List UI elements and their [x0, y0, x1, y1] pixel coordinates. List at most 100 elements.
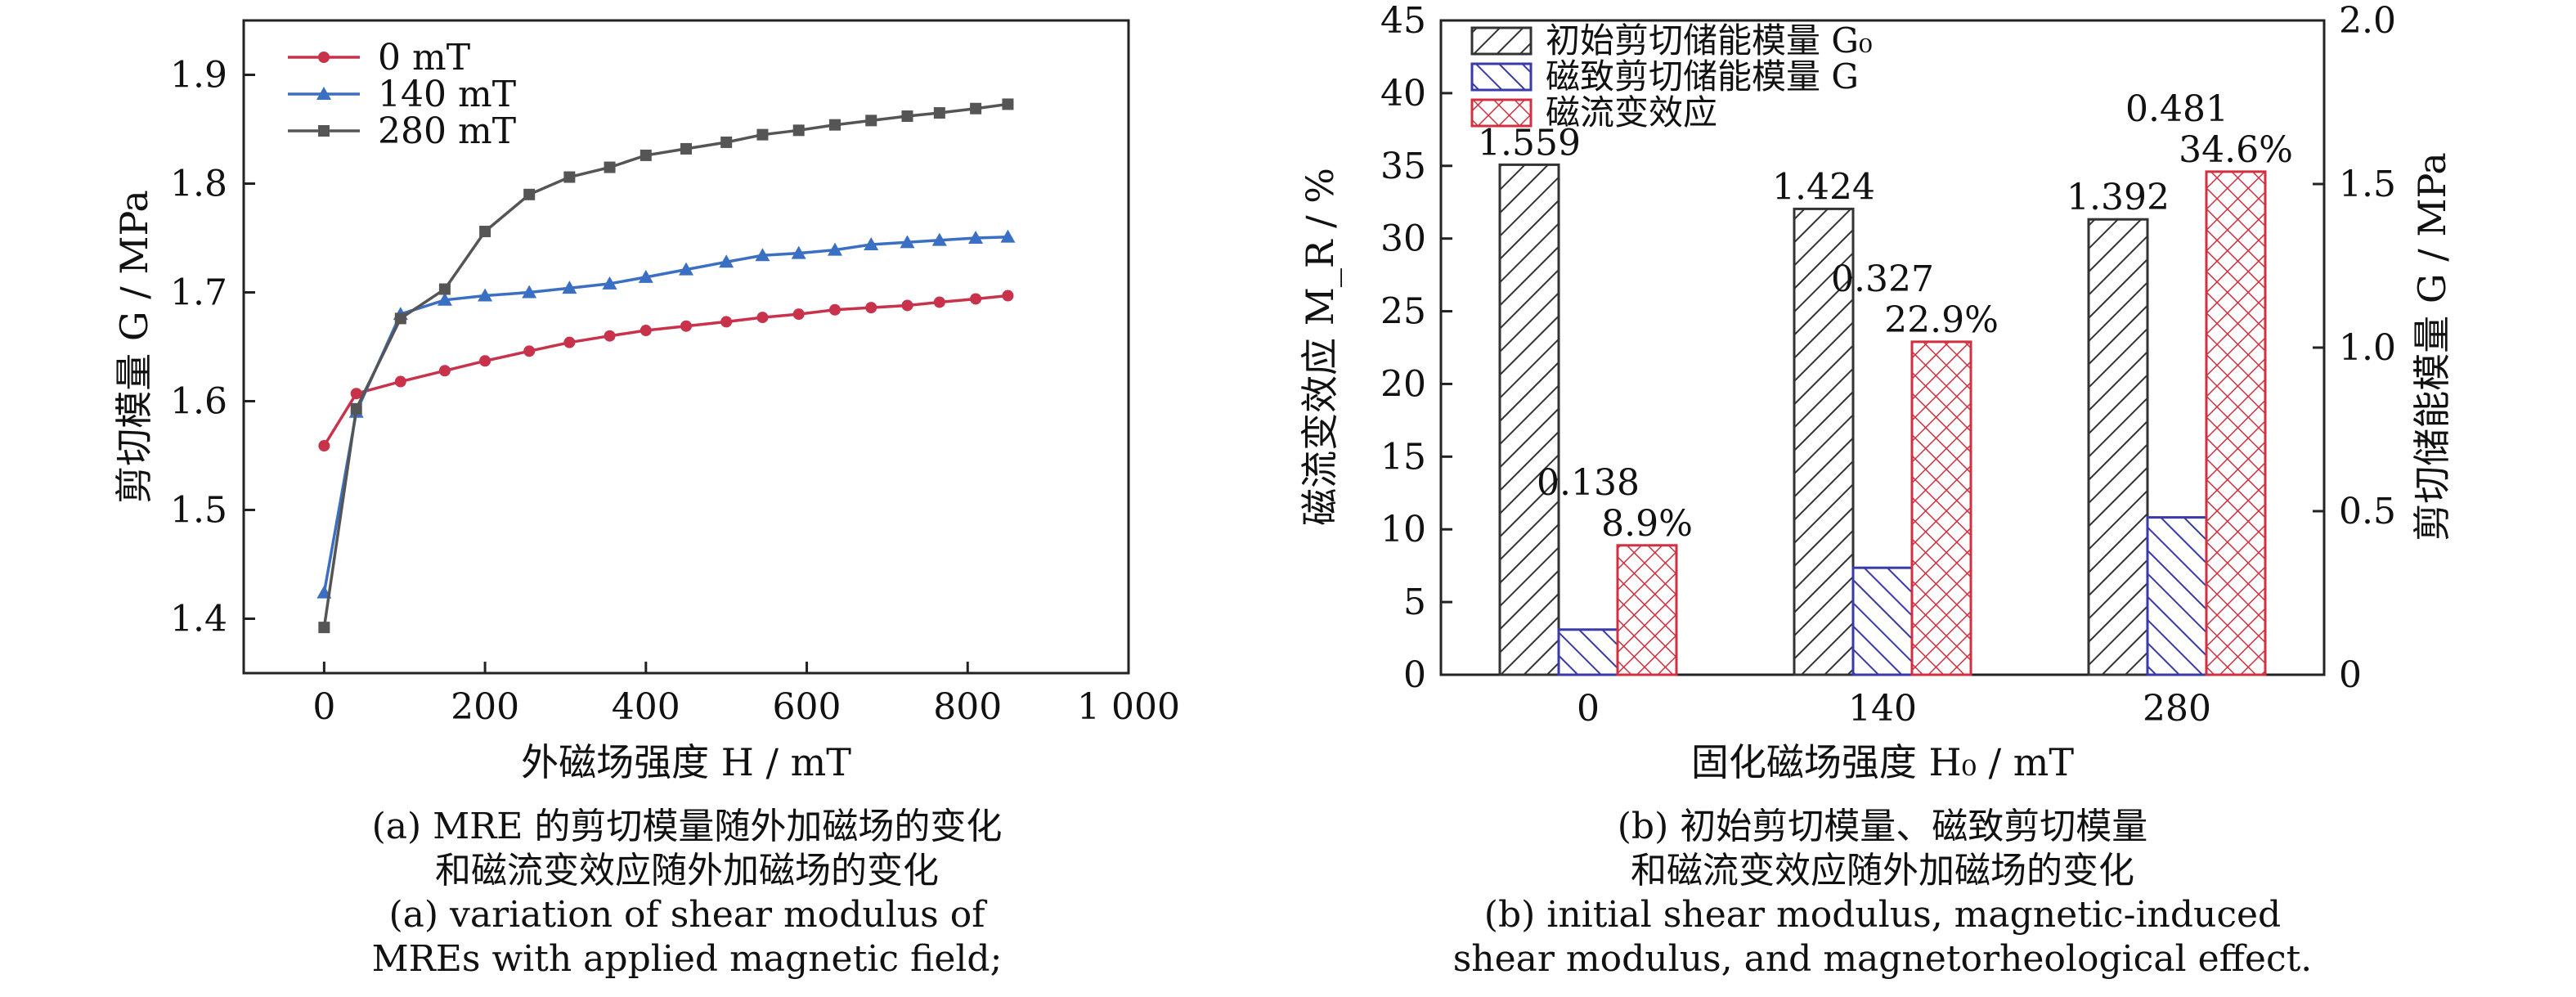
data-point-2	[523, 188, 536, 200]
legend-marker-0	[318, 52, 330, 63]
x-tick-label-a: 0	[312, 686, 335, 728]
y-tick-label-left-b: 30	[1380, 218, 1426, 260]
data-point-1	[478, 288, 493, 302]
x-tick-label-a: 200	[451, 686, 519, 728]
x-tick-label-b: 140	[1848, 688, 1917, 730]
caption-a-line: 和磁流变效应随外加磁场的变化	[435, 850, 939, 891]
data-point-1	[931, 232, 947, 246]
y-tick-label-right-b: 1.0	[2339, 327, 2396, 369]
legend-label-1: 140 mT	[378, 74, 516, 115]
data-point-2	[479, 226, 491, 238]
data-point-0	[970, 293, 982, 305]
data-point-0	[640, 325, 652, 337]
caption-b-line: (b) initial shear modulus, magnetic-indu…	[1483, 894, 2282, 936]
data-point-1	[827, 242, 842, 256]
data-point-1	[679, 262, 693, 276]
data-point-0	[720, 316, 733, 328]
bar-0	[2087, 218, 2149, 676]
series-line-1	[322, 235, 1008, 593]
data-label-mr: 34.6%	[2179, 129, 2293, 171]
x-tick-label-a: 600	[773, 686, 841, 728]
data-label-g: 0.138	[1537, 462, 1640, 504]
data-point-2	[318, 622, 330, 634]
y-tick-label-a: 1.7	[170, 272, 227, 314]
x-tick-label-a: 800	[933, 686, 1002, 728]
y-tick-label-a: 1.5	[170, 490, 227, 532]
legend-marker-1	[316, 87, 331, 100]
data-point-1	[522, 285, 537, 299]
bar-1	[2146, 516, 2208, 676]
legend-swatch-0	[1470, 26, 1533, 56]
legend-swatch-2	[1470, 98, 1533, 128]
plot-frame-a	[242, 19, 1130, 675]
data-point-2	[792, 124, 805, 137]
y-tick-label-right-b: 0	[2339, 654, 2362, 696]
data-point-0	[438, 365, 451, 377]
data-point-2	[865, 115, 877, 127]
data-point-1	[562, 281, 577, 294]
data-point-2	[720, 136, 733, 148]
data-point-0	[828, 303, 841, 316]
data-point-2	[604, 161, 616, 173]
data-point-0	[350, 388, 362, 400]
legend-label-1: 磁致剪切储能模量 G	[1546, 56, 1859, 97]
x-tick-label-a: 400	[612, 686, 680, 728]
data-point-0	[792, 308, 805, 321]
data-point-0	[479, 355, 491, 367]
caption-a: (a) MRE 的剪切模量随外加磁场的变化 和磁流变效应随外加磁场的变化 (a)…	[245, 805, 1129, 981]
bar-2	[1910, 340, 1972, 676]
y-axis-label-right-b: 剪切储能模量 G / MPa	[2410, 152, 2454, 541]
x-tick-label-b: 0	[1577, 688, 1600, 730]
data-label-mr: 8.9%	[1601, 503, 1693, 545]
legend-label-2: 磁流变效应	[1546, 92, 1717, 132]
y-tick-label-a: 1.6	[170, 381, 227, 423]
data-point-0	[563, 336, 576, 348]
data-point-0	[1002, 290, 1014, 302]
data-point-2	[640, 149, 652, 161]
y-tick-label-a: 1.4	[170, 599, 227, 640]
bar-2	[1616, 544, 1678, 676]
legend-label-0: 0 mT	[378, 37, 470, 79]
y-axis-label-left-b: 磁流变效应 M_R / %	[1298, 168, 1342, 526]
x-tick-label-a: 1 000	[1077, 686, 1180, 728]
data-point-2	[438, 283, 451, 295]
data-point-1	[1000, 229, 1016, 243]
data-point-0	[680, 320, 692, 332]
data-point-1	[791, 245, 806, 259]
data-label-g0: 1.424	[1772, 166, 1875, 208]
data-point-0	[865, 302, 877, 314]
y-tick-label-a: 1.9	[170, 55, 227, 97]
figure-canvas: 0 200 400 600 800 1 000 1.41.51.61.71.81.9 0 …	[112, 0, 2454, 784]
data-point-2	[350, 402, 362, 415]
caption-b-line: (b) 初始剪切模量、磁致剪切模量	[1617, 806, 2148, 847]
data-point-2	[933, 107, 945, 119]
caption-a-line: MREs with applied magnetic field;	[371, 938, 1003, 980]
data-label-g: 0.327	[1831, 258, 1934, 300]
y-tick-label-left-b: 40	[1380, 73, 1426, 115]
y-tick-label-left-b: 5	[1403, 582, 1426, 623]
data-point-2	[756, 128, 769, 141]
data-point-1	[864, 236, 879, 250]
x-axis-label-b: 固化磁场强度 H₀ / mT	[1691, 740, 2075, 784]
data-point-0	[933, 296, 945, 308]
y-tick-label-right-b: 1.5	[2339, 164, 2396, 205]
data-point-1	[968, 231, 984, 244]
data-point-2	[901, 110, 913, 123]
bar-0	[1793, 207, 1855, 676]
y-tick-label-right-b: 0.5	[2339, 491, 2396, 532]
y-tick-label-left-b: 45	[1380, 0, 1426, 42]
y-tick-label-left-b: 20	[1380, 363, 1426, 405]
data-point-2	[394, 312, 406, 325]
y-tick-label-left-b: 15	[1380, 436, 1426, 478]
y-tick-label-right-b: 2.0	[2339, 0, 2396, 42]
bar-0	[1498, 163, 1560, 676]
bar-chart-b: 0 5 10 15 20 25 30 35 40 45 0 0.5 1.0 1.5 2.0 0 140 280…	[1298, 0, 2454, 784]
data-point-1	[755, 248, 770, 262]
y-tick-label-left-b: 0	[1403, 654, 1426, 696]
data-label-g: 0.481	[2125, 88, 2228, 130]
data-point-0	[756, 312, 769, 324]
data-point-2	[828, 119, 841, 131]
caption-b-line: shear modulus, and magnetorheological ef…	[1452, 938, 2313, 980]
data-point-1	[638, 269, 653, 283]
legend-marker-2	[318, 125, 330, 137]
